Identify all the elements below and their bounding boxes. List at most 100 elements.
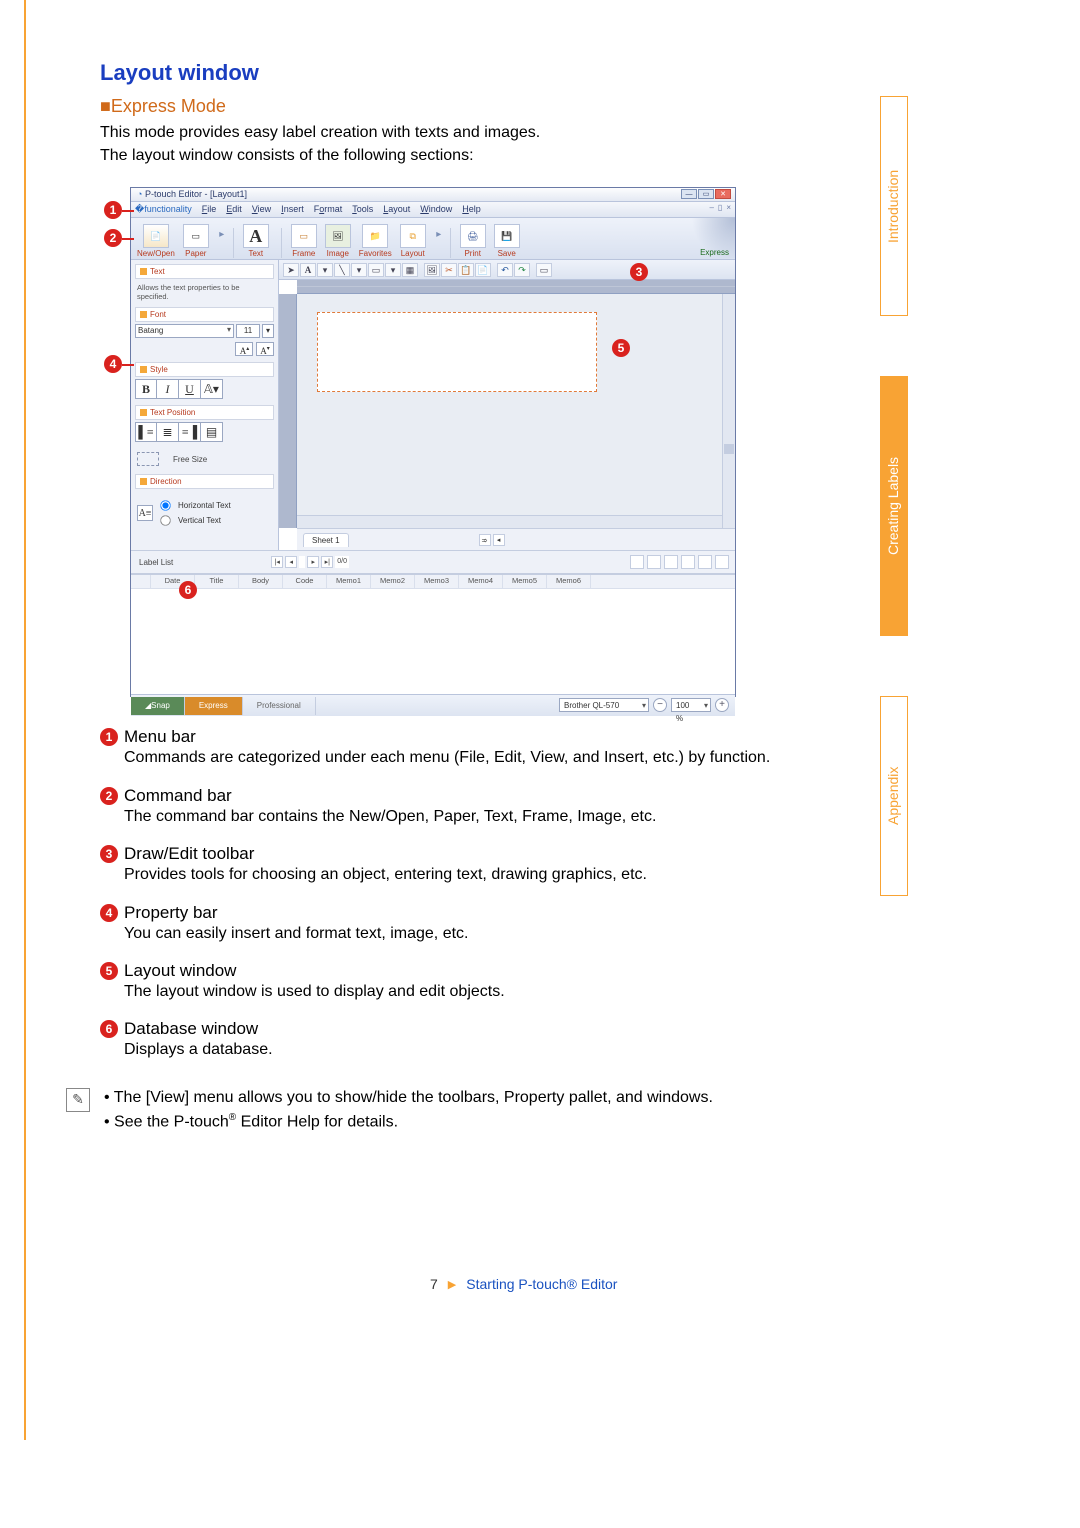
mode-express[interactable]: Express	[185, 697, 243, 715]
col-title[interactable]: Title	[195, 575, 239, 588]
menu-file[interactable]: File	[202, 204, 217, 215]
db-tool-1[interactable]	[630, 555, 644, 569]
col-memo5[interactable]: Memo5	[503, 575, 547, 588]
menu-layout[interactable]: Layout	[383, 204, 410, 215]
minimize-button[interactable]: ―	[681, 189, 697, 199]
font-size-select[interactable]: 11	[236, 324, 260, 338]
undo-icon[interactable]: ↶	[497, 263, 513, 277]
cmd-frame[interactable]: ▭Frame	[291, 224, 317, 258]
menu-help[interactable]: Help	[462, 204, 481, 215]
zoom-in-button[interactable]: +	[715, 698, 729, 712]
cmd-arrow2[interactable]: ▸	[434, 222, 444, 246]
menu-format[interactable]: Format	[314, 204, 343, 215]
prop-dir-title[interactable]: Direction	[135, 474, 274, 489]
align-left-button[interactable]: ▌≡	[135, 422, 157, 442]
horizontal-radio[interactable]	[160, 501, 170, 511]
prop-text-title[interactable]: Text	[135, 264, 274, 279]
col-memo6[interactable]: Memo6	[547, 575, 591, 588]
subhead-text: Express Mode	[111, 96, 226, 116]
maximize-button[interactable]: ▭	[698, 189, 714, 199]
menu-edit[interactable]: Edit	[226, 204, 242, 215]
sheet-tab-1[interactable]: Sheet 1	[303, 533, 349, 547]
sheet-nav-prev[interactable]: ◂	[493, 534, 505, 546]
paste-icon[interactable]: 📄	[475, 263, 491, 277]
col-memo4[interactable]: Memo4	[459, 575, 503, 588]
rect-tool-dropdown[interactable]: ▾	[385, 263, 401, 277]
cmd-print[interactable]: 🖨Print	[460, 224, 486, 258]
tab-creating-labels[interactable]: Creating Labels	[880, 376, 908, 636]
intro-line-1: This mode provides easy label creation w…	[100, 121, 860, 144]
align-right-button[interactable]: ≡▐	[179, 422, 201, 442]
vertical-radio[interactable]	[160, 516, 170, 526]
col-memo2[interactable]: Memo2	[371, 575, 415, 588]
cmd-text[interactable]: AText	[243, 224, 269, 258]
db-first[interactable]: |◂	[271, 556, 283, 568]
db-tool-5[interactable]	[698, 555, 712, 569]
menu-insert[interactable]: Insert	[281, 204, 304, 215]
prop-style-title[interactable]: Style	[135, 362, 274, 377]
col-memo3[interactable]: Memo3	[415, 575, 459, 588]
zoom-out-button[interactable]: −	[653, 698, 667, 712]
cut-icon[interactable]: ✂	[441, 263, 457, 277]
menu-tools[interactable]: Tools	[352, 204, 373, 215]
db-prev[interactable]: ◂	[285, 556, 297, 568]
db-last[interactable]: ▸|	[321, 556, 333, 568]
cmd-paper[interactable]: ▭Paper	[183, 224, 209, 258]
cmd-image[interactable]: 🖼Image	[325, 224, 351, 258]
db-tool-3[interactable]	[664, 555, 678, 569]
decrease-font-icon[interactable]: A▾	[256, 342, 274, 356]
horizontal-scrollbar[interactable]	[297, 515, 722, 528]
tab-appendix[interactable]: Appendix	[880, 696, 908, 896]
canvas[interactable]	[297, 294, 735, 528]
table-tool-icon[interactable]: ▦	[402, 263, 418, 277]
image-tool-icon[interactable]: 🖼	[424, 263, 440, 277]
cmd-save[interactable]: 💾Save	[494, 224, 520, 258]
line-tool-icon[interactable]: ╲	[334, 263, 350, 277]
db-tool-2[interactable]	[647, 555, 661, 569]
pointer-tool-icon[interactable]: ➤	[283, 263, 299, 277]
increase-font-icon[interactable]: A▴	[235, 342, 253, 356]
underline-button[interactable]: U	[179, 379, 201, 399]
footer-link[interactable]: Starting P-touch® Editor	[466, 1276, 617, 1292]
menu-window[interactable]: Window	[420, 204, 452, 215]
menu-view[interactable]: View	[252, 204, 271, 215]
zoom-tool-icon[interactable]: ▭	[536, 263, 552, 277]
font-effects-button[interactable]: 𝔸▾	[201, 379, 223, 399]
col-code[interactable]: Code	[283, 575, 327, 588]
shape-tool-dropdown[interactable]: ▾	[351, 263, 367, 277]
zoom-select[interactable]: 100 %	[671, 698, 711, 712]
vertical-scrollbar[interactable]	[722, 294, 735, 528]
rect-tool-icon[interactable]: ▭	[368, 263, 384, 277]
font-name-select[interactable]: Batang	[135, 324, 234, 338]
prop-font-title[interactable]: Font	[135, 307, 274, 322]
cmd-layout[interactable]: ⧉Layout	[400, 224, 426, 258]
col-body[interactable]: Body	[239, 575, 283, 588]
free-size-icon[interactable]	[137, 452, 159, 466]
italic-button[interactable]: I	[157, 379, 179, 399]
page-number: 7	[430, 1276, 438, 1292]
copy-icon[interactable]: 📋	[458, 263, 474, 277]
align-justify-button[interactable]: ▤	[201, 422, 223, 442]
cmd-new-open[interactable]: 📄New/Open	[137, 224, 175, 258]
printer-select[interactable]: Brother QL-570	[559, 698, 649, 712]
mode-snap[interactable]: ◢ Snap	[131, 697, 185, 715]
mode-professional[interactable]: Professional	[243, 697, 316, 715]
font-size-dropdown[interactable]: ▾	[262, 324, 274, 338]
tab-introduction[interactable]: Introduction	[880, 96, 908, 316]
cmd-arrow[interactable]: ▸	[217, 222, 227, 246]
db-next[interactable]: ▸	[307, 556, 319, 568]
col-memo1[interactable]: Memo1	[327, 575, 371, 588]
redo-icon[interactable]: ↷	[514, 263, 530, 277]
cmd-favorites[interactable]: 📁Favorites	[359, 224, 392, 258]
text-tool-icon[interactable]: A	[300, 263, 316, 277]
close-button[interactable]: ✕	[715, 189, 731, 199]
bold-button[interactable]: B	[135, 379, 157, 399]
text-tool-dropdown[interactable]: ▾	[317, 263, 333, 277]
db-tool-6[interactable]	[715, 555, 729, 569]
sheet-nav-first[interactable]: ⤃	[479, 534, 491, 546]
prop-pos-title[interactable]: Text Position	[135, 405, 274, 420]
align-center-button[interactable]: ≣	[157, 422, 179, 442]
label-area[interactable]	[317, 312, 597, 392]
prop-text-desc: Allows the text properties to be specifi…	[135, 281, 274, 307]
db-tool-4[interactable]	[681, 555, 695, 569]
